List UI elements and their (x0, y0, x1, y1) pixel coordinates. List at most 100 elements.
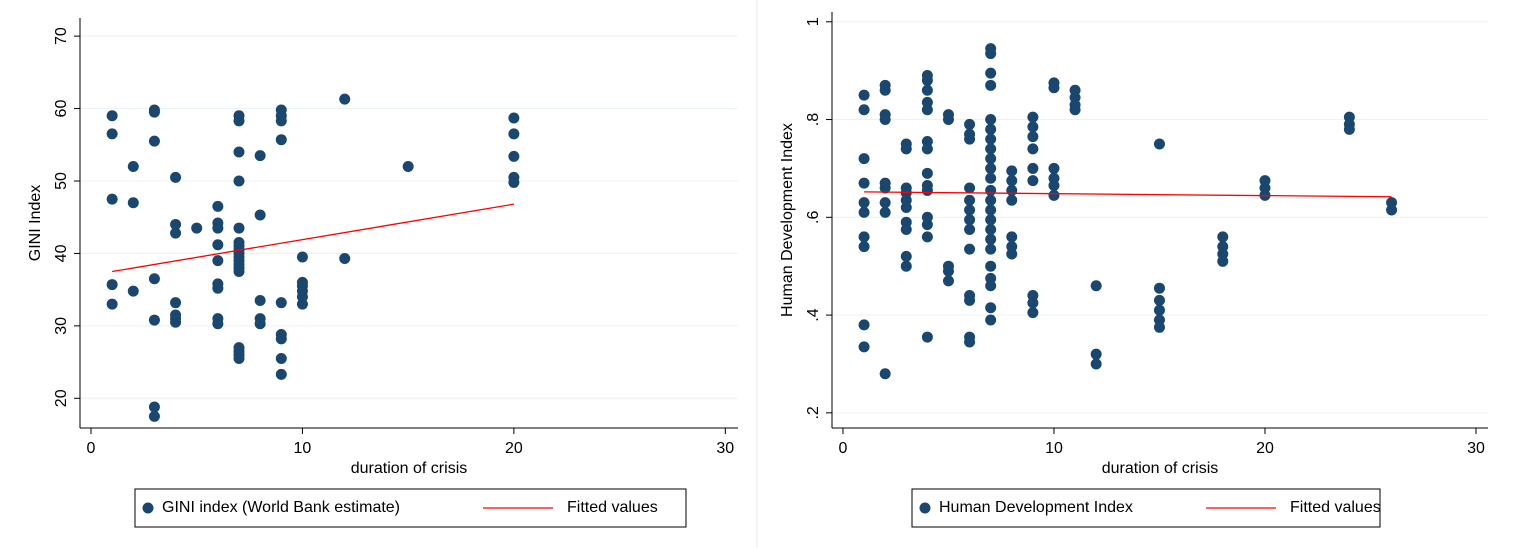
point (127, 285, 139, 297)
point (964, 336, 976, 348)
point (921, 331, 933, 343)
point (1090, 348, 1102, 360)
point (985, 280, 997, 292)
y-tick-label: 20 (53, 389, 70, 407)
point (402, 160, 414, 172)
point (858, 104, 870, 116)
y-tick-label: .6 (805, 211, 822, 224)
point (148, 401, 160, 413)
point (1217, 255, 1229, 267)
point (985, 153, 997, 165)
point (1153, 294, 1165, 306)
point (1343, 123, 1355, 135)
point (964, 214, 976, 226)
y-tick-label: 50 (53, 172, 70, 190)
point (879, 182, 891, 194)
point (275, 297, 287, 309)
point (212, 255, 224, 267)
point (127, 197, 139, 209)
fit-line (864, 191, 1392, 198)
point (1048, 189, 1060, 201)
point (879, 206, 891, 218)
point (964, 224, 976, 236)
point (1048, 162, 1060, 174)
point (1006, 184, 1018, 196)
point (275, 134, 287, 146)
point (879, 114, 891, 126)
point (1006, 194, 1018, 206)
point (900, 143, 912, 155)
point (921, 231, 933, 243)
x-tick-label: 30 (716, 440, 734, 457)
point (985, 133, 997, 145)
point (879, 84, 891, 96)
y-tick-label: 1 (805, 17, 822, 26)
x-tick-label: 0 (839, 440, 848, 457)
legend-label: Human Development Index (939, 499, 1133, 516)
point (921, 167, 933, 179)
point (339, 93, 351, 105)
point (127, 160, 139, 172)
point (921, 104, 933, 116)
point (879, 197, 891, 209)
x-tick-label: 10 (1045, 440, 1063, 457)
point (1027, 175, 1039, 187)
point (985, 204, 997, 216)
point (254, 318, 266, 330)
point (212, 200, 224, 212)
point (170, 171, 182, 183)
y-axis-title: Human Development Index (779, 123, 796, 317)
x-tick-label: 30 (1467, 440, 1485, 457)
x-tick-label: 10 (294, 440, 312, 457)
point (275, 352, 287, 364)
point (148, 314, 160, 326)
point (170, 316, 182, 328)
point (985, 194, 997, 206)
point (148, 410, 160, 422)
point (296, 251, 308, 263)
point (1027, 131, 1039, 143)
point (985, 302, 997, 314)
point (900, 224, 912, 236)
y-axis-title: GINI Index (27, 185, 44, 261)
point (1386, 204, 1398, 216)
point (964, 243, 976, 255)
point (964, 182, 976, 194)
point (212, 222, 224, 234)
point (858, 341, 870, 353)
point (1090, 280, 1102, 292)
y-tick-label: 60 (53, 100, 70, 118)
y-tick-label: 70 (53, 27, 70, 45)
point (985, 67, 997, 79)
y-tick-label: .8 (805, 113, 822, 126)
point (275, 368, 287, 380)
legend-label: Fitted values (567, 499, 658, 516)
point (508, 128, 520, 140)
point (170, 297, 182, 309)
point (275, 115, 287, 127)
point (233, 146, 245, 158)
point (233, 352, 245, 364)
point (1006, 248, 1018, 260)
point (858, 177, 870, 189)
point (254, 150, 266, 162)
point (985, 224, 997, 236)
point (1006, 231, 1018, 243)
point (900, 250, 912, 262)
point (985, 314, 997, 326)
point (858, 89, 870, 101)
point (508, 112, 520, 124)
point (1090, 358, 1102, 370)
point (985, 172, 997, 184)
point (106, 128, 118, 140)
point (900, 260, 912, 272)
point (985, 48, 997, 60)
point (1069, 104, 1081, 116)
point (921, 219, 933, 231)
point (1006, 165, 1018, 177)
point (985, 79, 997, 91)
x-axis-title: duration of crisis (351, 460, 468, 477)
point (1048, 180, 1060, 192)
point (148, 106, 160, 118)
